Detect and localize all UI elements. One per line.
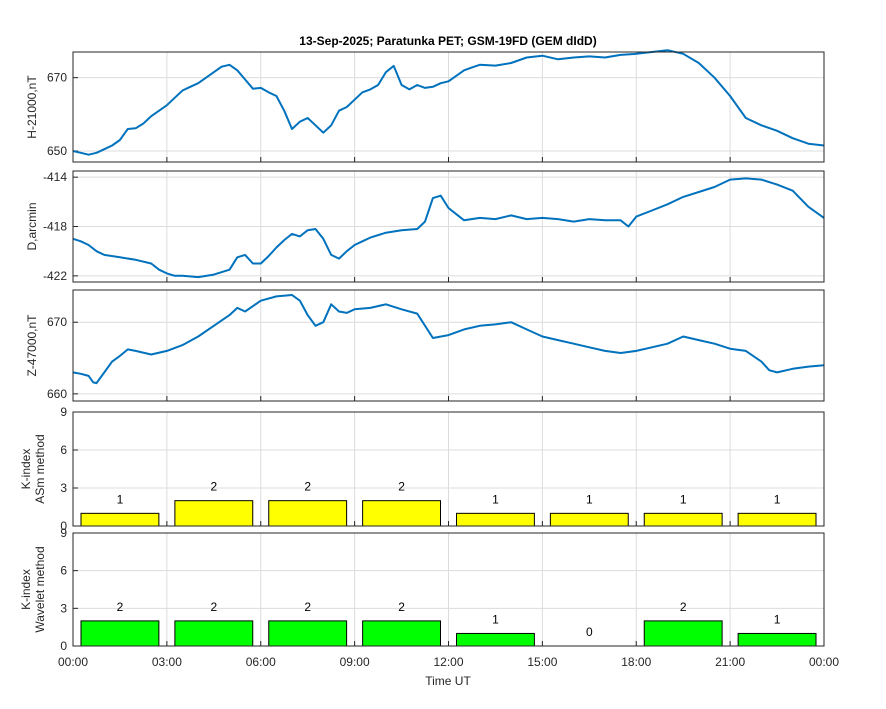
k-index-bar <box>174 620 254 647</box>
y-tick-label: -422 <box>43 269 67 283</box>
k-index-bar <box>643 512 723 527</box>
x-tick-label: 09:00 <box>340 655 370 669</box>
series-line-d <box>72 177 825 279</box>
y-tick-label: 3 <box>60 481 67 495</box>
x-tick-label: 12:00 <box>433 655 463 669</box>
x-tick-label: 06:00 <box>246 655 276 669</box>
y-tick-label: 670 <box>47 71 67 85</box>
y-tick-label: 9 <box>60 526 67 540</box>
x-axis: 00:00 03:00 06:00 09:00 12:00 15:00 18:00 21:00… <box>58 655 839 669</box>
y-tick-label: -414 <box>43 170 67 184</box>
x-axis-label: Time UT <box>425 674 471 688</box>
k-index-bar <box>737 632 817 647</box>
y-tick-label: 6 <box>60 443 67 457</box>
k-index-bar <box>268 620 348 647</box>
y-axis-label: Z-47000,nT <box>25 314 39 377</box>
y-tick-label: 650 <box>47 144 67 158</box>
panel-k-wavelet: 0 3 6 9 2 2 2 2 1 0 2 1 K-index Wavelet method <box>19 526 825 653</box>
k-index-bar <box>174 500 254 527</box>
panel-h: 650 670 H-21000,nT <box>25 49 825 163</box>
axes-frame <box>72 532 825 647</box>
y-tick-label: -418 <box>43 220 67 234</box>
x-tick-label: 18:00 <box>621 655 651 669</box>
k-index-bar <box>362 620 441 647</box>
y-axis-label: K-index <box>19 449 33 490</box>
y-axis-label: K-index <box>19 569 33 610</box>
series-line-h <box>72 49 825 156</box>
bar-value-label: 2 <box>117 600 124 614</box>
axes-frame <box>72 51 825 163</box>
y-axis-label: H-21000,nT <box>25 75 39 139</box>
bar-value-label: 0 <box>586 625 593 639</box>
bar-value-label: 2 <box>210 480 217 494</box>
bar-value-label: 2 <box>680 600 687 614</box>
k-index-bar <box>456 632 535 647</box>
panels: 650670H-21000,nT-414-418-422D,arcmin6606… <box>19 49 825 653</box>
x-tick-label: 15:00 <box>527 655 557 669</box>
k-index-bar <box>456 512 535 527</box>
y-axis-label: D,arcmin <box>25 202 39 250</box>
axes-frame <box>72 411 825 527</box>
y-axis-label: Wavelet method <box>33 546 47 632</box>
x-tick-label: 00:00 <box>58 655 88 669</box>
bar-value-label: 1 <box>492 612 499 626</box>
k-index-bar <box>737 512 817 527</box>
bar-value-label: 1 <box>492 492 499 506</box>
y-tick-label: 3 <box>60 601 67 615</box>
y-axis-label: ASm method <box>33 434 47 503</box>
y-tick-label: 9 <box>60 405 67 419</box>
y-tick-label: 6 <box>60 564 67 578</box>
figure-title: 13-Sep-2025; Paratunka PET; GSM-19FD (GE… <box>299 34 596 48</box>
bar-value-label: 1 <box>774 612 781 626</box>
y-tick-label: 660 <box>47 387 67 401</box>
k-index-bar <box>362 500 441 527</box>
y-tick-label: 670 <box>47 315 67 329</box>
axes-frame <box>72 289 825 402</box>
bar-value-label: 2 <box>304 600 311 614</box>
x-tick-label: 03:00 <box>152 655 182 669</box>
x-tick-label: 21:00 <box>715 655 745 669</box>
k-index-bar <box>549 512 629 527</box>
k-index-bar <box>643 620 723 647</box>
series-line-z <box>72 294 825 385</box>
bar-value-label: 1 <box>680 492 687 506</box>
y-tick-label: 0 <box>60 639 67 653</box>
k-index-bar <box>80 512 160 527</box>
axes-frame <box>72 170 825 283</box>
bar-value-label: 2 <box>304 480 311 494</box>
y-tick-label: 0 <box>60 519 67 533</box>
bar-value-label: 2 <box>398 600 405 614</box>
bar-value-label: 2 <box>210 600 217 614</box>
panel-d: -414 -418 -422 D,arcmin <box>25 170 825 283</box>
k-index-bar <box>268 500 348 527</box>
panel-z: 660 670 Z-47000,nT <box>25 289 825 402</box>
bar-value-label: 1 <box>586 492 593 506</box>
bar-value-label: 1 <box>774 492 781 506</box>
bar-value-label: 2 <box>398 480 405 494</box>
k-index-bar <box>80 620 160 647</box>
x-tick-label: 00:00 <box>809 655 839 669</box>
bar-value-label: 1 <box>117 492 124 506</box>
